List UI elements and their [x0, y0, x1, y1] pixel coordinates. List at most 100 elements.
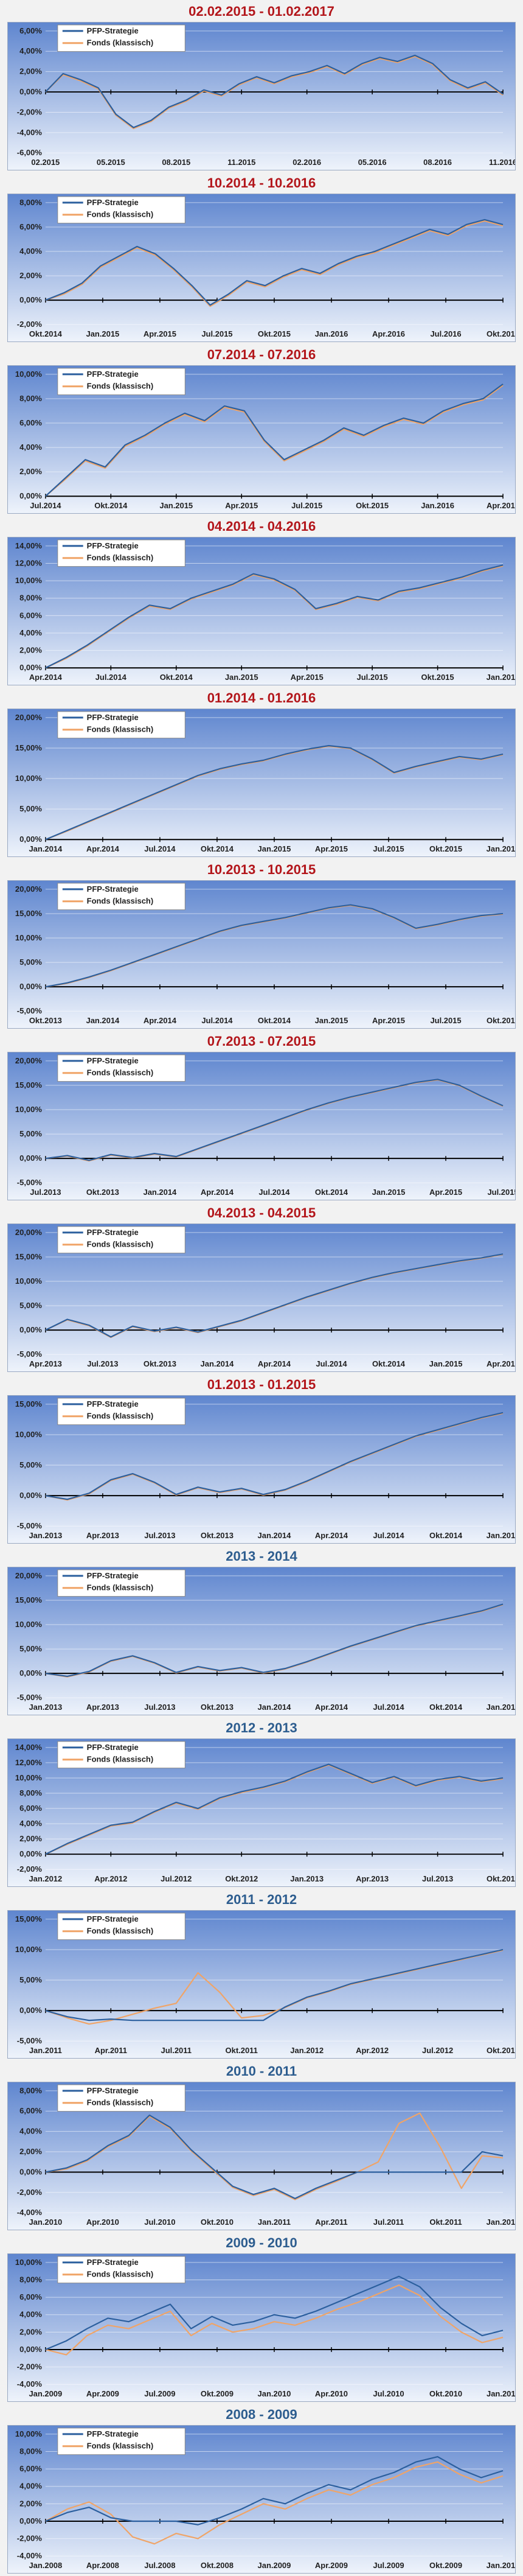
x-tick-label: Apr.2010	[315, 2389, 348, 2398]
x-tick-label: Apr.2015	[291, 673, 324, 682]
x-tick-label: Okt.2009	[201, 2389, 234, 2398]
y-tick-label: -5,00%	[17, 1006, 43, 1015]
y-tick-label: 15,00%	[15, 1595, 42, 1605]
series-line-fonds	[45, 1764, 504, 1855]
x-tick-label: Apr.2015	[225, 501, 258, 510]
legend: PFP-Strategie Fonds (klassisch)	[57, 1913, 185, 1941]
y-tick-label: -4,00%	[17, 2551, 43, 2560]
x-tick-label: Apr.2014	[144, 1016, 177, 1025]
chart-plot: 0,00% 2,00% 4,00% 6,00% 8,00% 10,00% Jul.2014 O…	[7, 365, 516, 514]
x-tick-label: Jul.2013	[87, 1359, 118, 1368]
x-tick-label: Apr.2016	[487, 501, 515, 510]
y-tick-label: 8,00%	[19, 394, 42, 403]
y-tick-label: 10,00%	[15, 1773, 42, 1782]
chart-plot: 0,00% 2,00% 4,00% 6,00% 8,00% 10,00% 12,00% 14,…	[7, 537, 516, 685]
x-tick-label: Apr.2014	[258, 1359, 291, 1368]
y-tick-label: 8,00%	[19, 2447, 42, 2456]
x-tick-label: Apr.2013	[356, 1874, 389, 1883]
chart-plot: -2,00% 0,00% 2,00% 4,00% 6,00% 8,00% 10,00% 12,…	[7, 1738, 516, 1887]
x-tick-label: 02.2016	[293, 158, 321, 167]
x-tick-label: Jul.2013	[422, 1874, 453, 1883]
x-tick-label: Okt.2012	[225, 1874, 258, 1883]
y-tick-label: 15,00%	[15, 1914, 42, 1923]
chart-title: 04.2014 - 04.2016	[207, 519, 316, 534]
chart-svg: -4,00% -2,00% 0,00% 2,00% 4,00% 6,00% 8,00% Jan…	[8, 2082, 515, 2230]
legend: PFP-Strategie Fonds (klassisch)	[57, 2427, 185, 2455]
chart-plot: -5,00% 0,00% 5,00% 10,00% 15,00% Jan.2011 Apr.…	[7, 1910, 516, 2059]
x-tick-label: Jan.2015	[258, 844, 291, 853]
x-tick-label: Jul.2013	[144, 1703, 175, 1712]
chart-title: 2011 - 2012	[226, 1892, 297, 1907]
y-tick-label: 0,00%	[19, 1849, 42, 1858]
x-tick-label: Jan.2016	[487, 844, 515, 853]
legend-label-fonds: Fonds (klassisch)	[87, 2270, 153, 2279]
y-tick-label: 20,00%	[15, 884, 42, 894]
y-tick-label: 6,00%	[19, 222, 42, 231]
x-tick-label: Jan.2013	[290, 1874, 324, 1883]
chart-title: 2008 - 2009	[226, 2407, 297, 2422]
x-tick-label: Jan.2010	[487, 2561, 515, 2570]
y-tick-label: -2,00%	[17, 320, 43, 329]
y-tick-label: -2,00%	[17, 107, 43, 116]
x-tick-label: Jul.2009	[144, 2389, 175, 2398]
x-tick-label: Jan.2012	[290, 2046, 324, 2055]
chart-panel: 10.2013 - 10.2015 -5,00% 0,00% 5,00% 10,00% 1…	[0, 862, 523, 1030]
series-line-strategie	[45, 1948, 504, 2021]
y-tick-label: 0,00%	[19, 295, 42, 304]
x-tick-label: Okt.2014	[201, 844, 234, 853]
chart-plot: -5,00% 0,00% 5,00% 10,00% 15,00% 20,00% Jul.20…	[7, 1052, 516, 1200]
x-tick-label: Apr.2015	[487, 1359, 515, 1368]
legend-label-fonds: Fonds (klassisch)	[87, 210, 153, 219]
x-tick-label: Apr.2015	[144, 329, 176, 338]
x-tick-label: Jan.2016	[315, 329, 348, 338]
y-tick-label: 2,00%	[19, 2147, 42, 2156]
y-tick-label: 5,00%	[19, 957, 42, 967]
x-tick-label: Jan.2014	[258, 1703, 292, 1712]
series-line-fonds	[45, 220, 504, 307]
x-tick-label: Apr.2011	[315, 2217, 347, 2227]
x-tick-label: Apr.2014	[315, 1531, 348, 1540]
legend: PFP-Strategie Fonds (klassisch)	[57, 1054, 185, 1082]
x-tick-label: Apr.2015	[372, 1016, 405, 1025]
chart-svg: 0,00% 5,00% 10,00% 15,00% 20,00% Jan.2014 Apr.…	[8, 709, 515, 856]
chart-panel: 01.2013 - 01.2015 -5,00% 0,00% 5,00% 10,00% 1…	[0, 1377, 523, 1545]
chart-title: 02.02.2015 - 01.02.2017	[189, 4, 334, 19]
y-tick-label: 8,00%	[19, 593, 42, 603]
y-tick-label: 15,00%	[15, 743, 42, 752]
y-tick-label: 10,00%	[15, 576, 42, 585]
legend-label-fonds: Fonds (klassisch)	[87, 2098, 153, 2107]
y-tick-label: 14,00%	[15, 541, 42, 550]
x-tick-label: Jul.2015	[430, 1016, 461, 1025]
x-tick-label: Jul.2009	[373, 2561, 404, 2570]
y-tick-label: 0,00%	[19, 982, 42, 991]
series-line-strategie	[45, 54, 504, 128]
chart-svg: -4,00% -2,00% 0,00% 2,00% 4,00% 6,00% 8,00% 10,…	[8, 2426, 515, 2573]
x-tick-label: Okt.2014	[429, 1703, 463, 1712]
y-tick-label: 12,00%	[15, 559, 42, 568]
y-tick-label: 10,00%	[15, 2429, 42, 2438]
y-tick-label: 15,00%	[15, 909, 42, 918]
chart-panel: 07.2014 - 07.2016 0,00% 2,00% 4,00% 6,00% 8,0…	[0, 347, 523, 515]
legend-label-fonds: Fonds (klassisch)	[87, 725, 153, 734]
chart-title: 2010 - 2011	[226, 2063, 297, 2079]
chart-svg: -2,00% 0,00% 2,00% 4,00% 6,00% 8,00% Okt.2014 J…	[8, 194, 515, 341]
chart-svg: 0,00% 2,00% 4,00% 6,00% 8,00% 10,00% 12,00% 14,…	[8, 537, 515, 685]
chart-panel: 2013 - 2014 -5,00% 0,00% 5,00% 10,00% 15,00% 2…	[0, 1549, 523, 1717]
legend-label-strategie: PFP-Strategie	[87, 713, 139, 722]
y-tick-label: 6,00%	[19, 2292, 42, 2301]
legend-label-strategie: PFP-Strategie	[87, 541, 139, 550]
x-tick-label: Okt.2011	[226, 2046, 258, 2055]
legend: PFP-Strategie Fonds (klassisch)	[57, 196, 185, 224]
series-line-strategie	[45, 564, 504, 669]
chart-plot: -5,00% 0,00% 5,00% 10,00% 15,00% 20,00% Apr.20…	[7, 1223, 516, 1372]
chart-title: 01.2014 - 01.2016	[207, 690, 316, 705]
x-tick-label: Jul.2016	[430, 329, 461, 338]
x-tick-label: Apr.2013	[86, 1703, 119, 1712]
x-tick-label: Apr.2016	[372, 329, 405, 338]
chart-svg: 0,00% 2,00% 4,00% 6,00% 8,00% 10,00% Jul.2014 O…	[8, 366, 515, 513]
x-tick-label: Jul.2011	[161, 2046, 192, 2055]
y-tick-label: 6,00%	[19, 2464, 42, 2473]
x-tick-label: Jan.2015	[159, 501, 193, 510]
y-tick-label: 0,00%	[19, 1668, 42, 1678]
x-tick-label: 11.2016	[489, 158, 515, 167]
